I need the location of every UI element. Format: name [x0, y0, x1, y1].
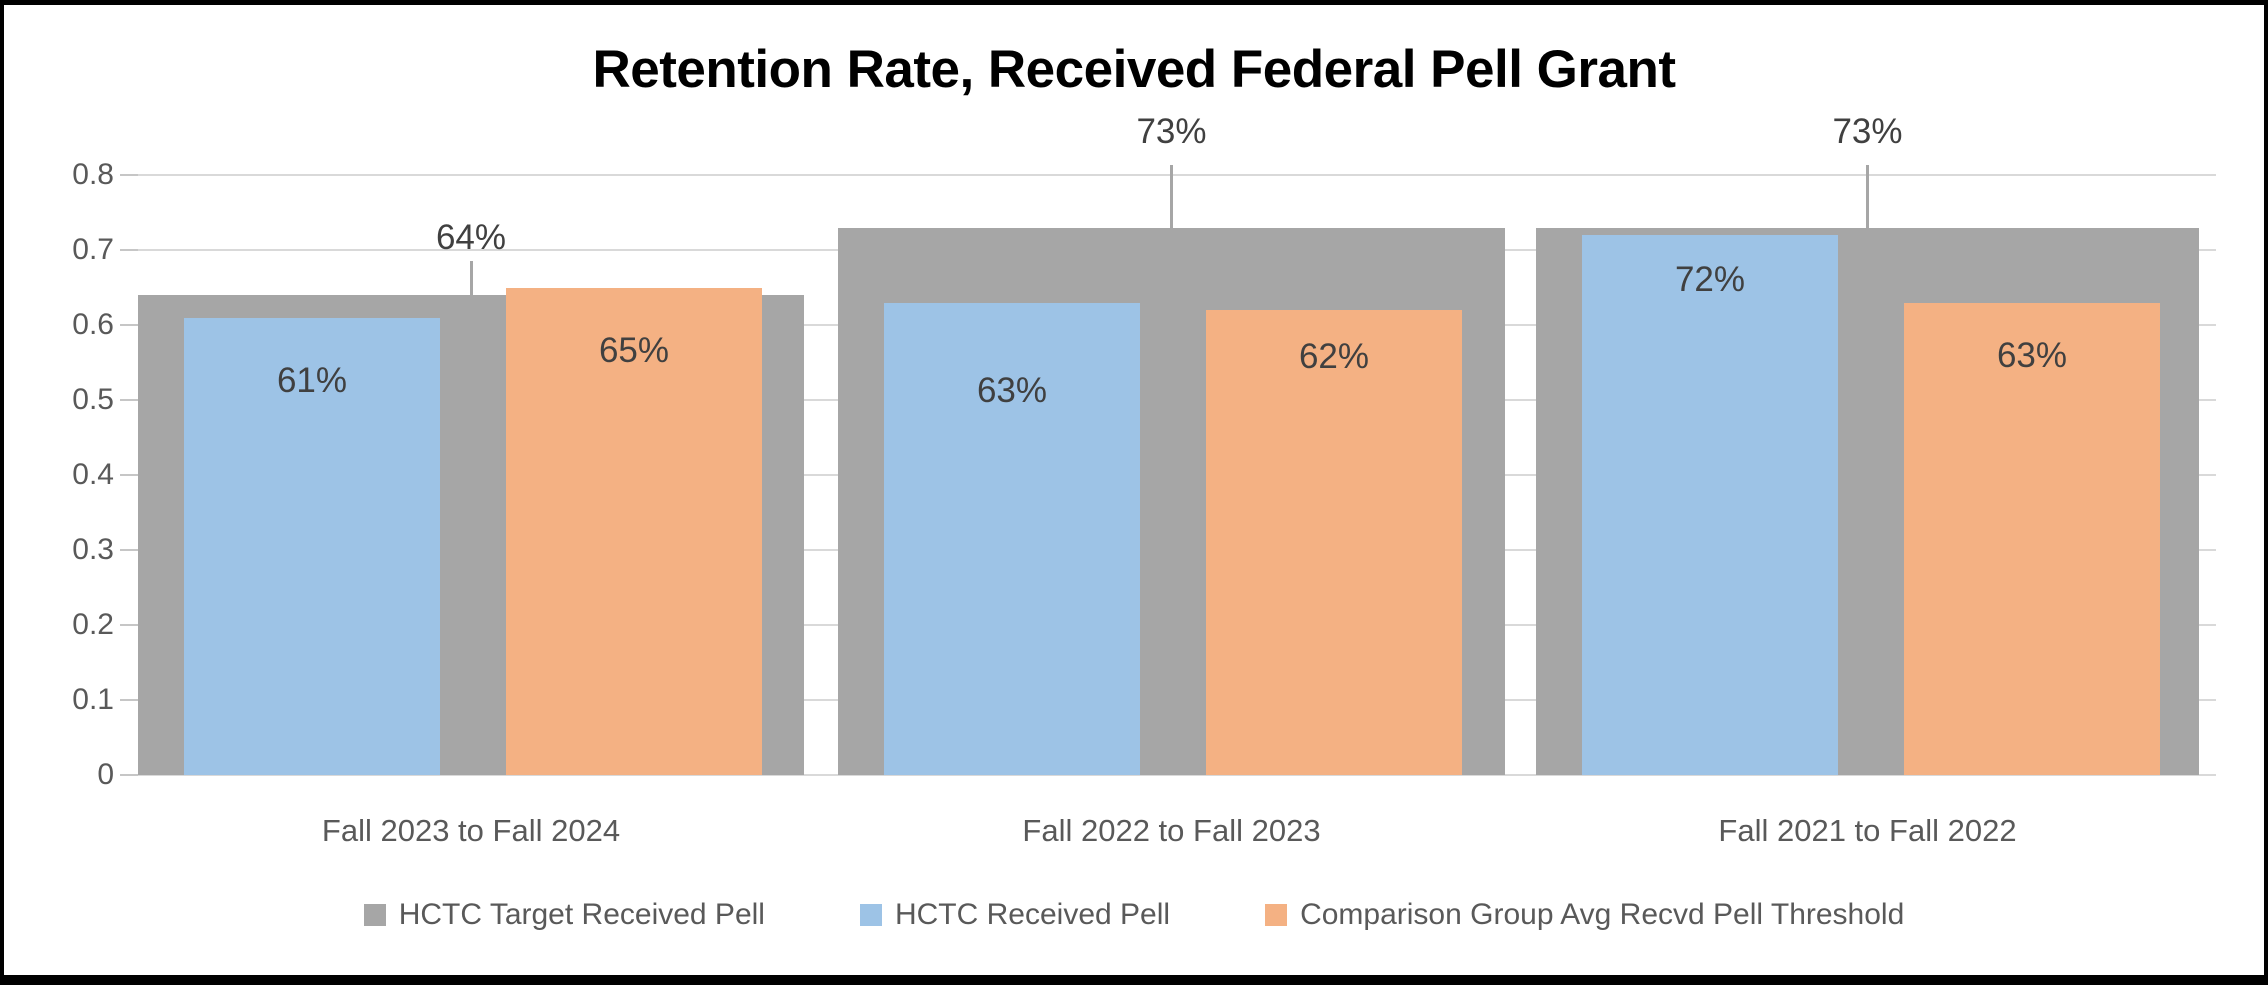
data-label-comparison: 65% [598, 330, 670, 370]
y-axis-tick [120, 249, 138, 251]
bar-received-group-2 [884, 302, 1140, 775]
y-axis-tick [120, 324, 138, 326]
y-axis-label: 0.4 [72, 458, 114, 491]
data-label-leader-line [1170, 165, 1173, 228]
gridline [138, 774, 2216, 776]
legend-item: Comparison Group Avg Recvd Pell Threshol… [1265, 898, 1904, 932]
legend-item: HCTC Target Received Pell [363, 898, 765, 932]
bar-received-group-1 [184, 317, 440, 775]
data-label-target: 64% [435, 218, 507, 257]
y-axis-label: 0.8 [72, 158, 114, 191]
y-axis-label: 0.3 [72, 533, 114, 566]
y-axis-tick [120, 774, 138, 776]
gridline [138, 174, 2216, 176]
chart-title: Retention Rate, Received Federal Pell Gr… [592, 40, 1676, 99]
category-label: Fall 2022 to Fall 2023 [1022, 813, 1321, 848]
y-axis-tick [120, 624, 138, 626]
y-axis-label: 0.2 [72, 608, 114, 641]
y-axis-label: 0.1 [72, 683, 114, 716]
data-label-received: 63% [976, 370, 1048, 410]
legend-item: HCTC Received Pell [859, 898, 1171, 932]
legend-label: HCTC Target Received Pell [398, 898, 765, 931]
bar-comparison-group-3 [1904, 302, 2160, 775]
data-label-comparison: 62% [1298, 337, 1370, 376]
y-axis-tick [120, 174, 138, 176]
data-label-leader-line [1866, 165, 1869, 228]
y-axis-tick [120, 399, 138, 401]
legend-swatch-icon [1265, 904, 1288, 926]
legend: HCTC Target Received Pell HCTC Received P… [4, 898, 2264, 932]
bar-received-group-3 [1582, 235, 1838, 775]
y-axis-tick [120, 699, 138, 701]
category-label: Fall 2021 to Fall 2022 [1718, 813, 2017, 848]
data-label-target: 73% [1832, 112, 1903, 151]
data-label-comparison: 63% [1996, 335, 2068, 375]
legend-swatch-icon [859, 904, 882, 926]
y-axis-label: 0.5 [72, 383, 114, 416]
y-axis-label: 0 [97, 758, 114, 791]
legend-swatch-icon [363, 904, 386, 926]
y-axis-tick [120, 474, 138, 476]
data-label-target: 73% [1136, 112, 1207, 151]
legend-label: Comparison Group Avg Recvd Pell Threshol… [1300, 898, 1905, 931]
y-axis-tick [120, 549, 138, 551]
data-label-received: 72% [1674, 260, 1746, 299]
y-axis-label: 0.7 [72, 233, 114, 266]
data-label-leader-line [469, 261, 473, 295]
bar-comparison-group-1 [506, 287, 762, 775]
category-label: Fall 2023 to Fall 2024 [321, 813, 621, 848]
legend-label: HCTC Received Pell [894, 898, 1171, 931]
data-label-received: 61% [276, 360, 348, 400]
bar-comparison-group-2 [1206, 310, 1462, 775]
y-axis-label: 0.6 [72, 308, 114, 341]
